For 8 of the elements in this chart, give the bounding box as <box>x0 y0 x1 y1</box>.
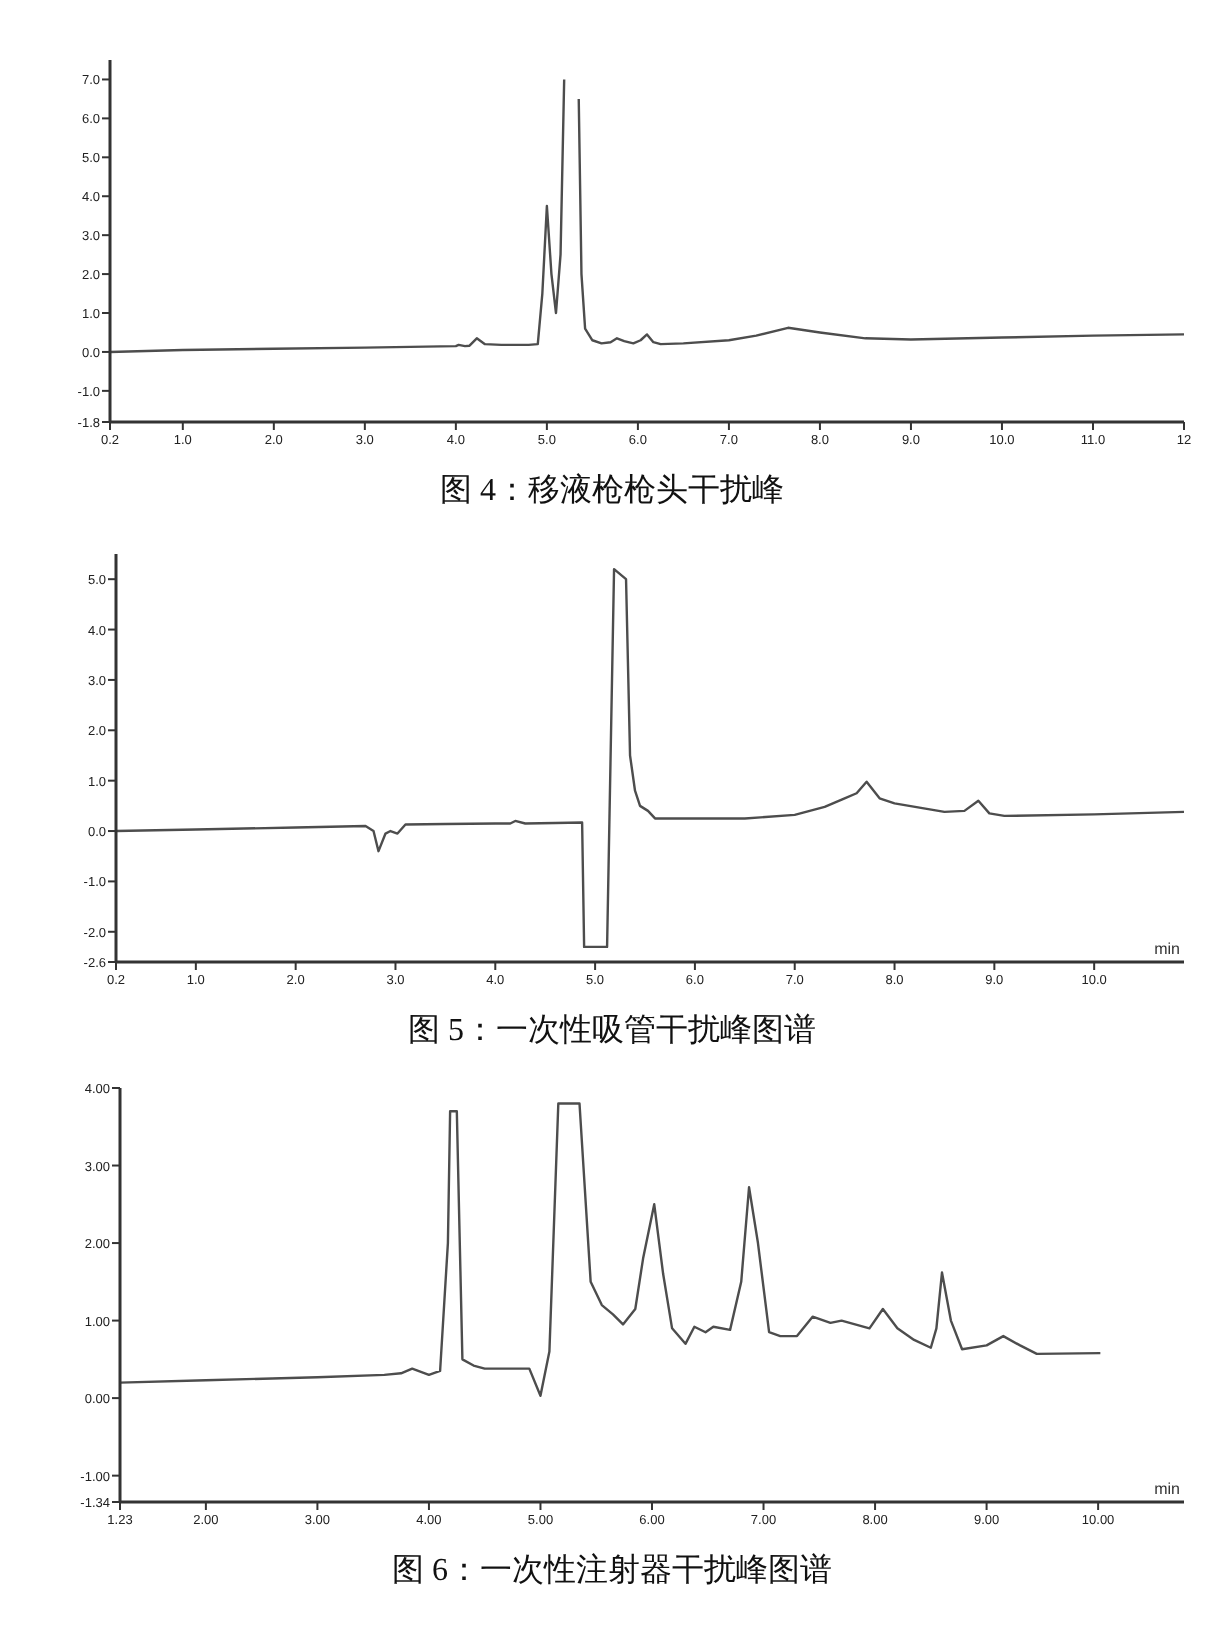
x-axis-title: min <box>1154 940 1180 958</box>
x-axis-title: min <box>1154 1480 1180 1498</box>
text: 图 6：一次性注射器干扰峰图谱 <box>392 1552 832 1588</box>
text: 图 4：移液枪枪头干扰峰 <box>440 472 784 508</box>
line-series <box>120 1102 1102 1397</box>
line-series <box>577 97 1184 346</box>
text: 图 5：一次性吸管干扰峰图谱 <box>408 1012 816 1048</box>
line-series <box>110 78 566 354</box>
